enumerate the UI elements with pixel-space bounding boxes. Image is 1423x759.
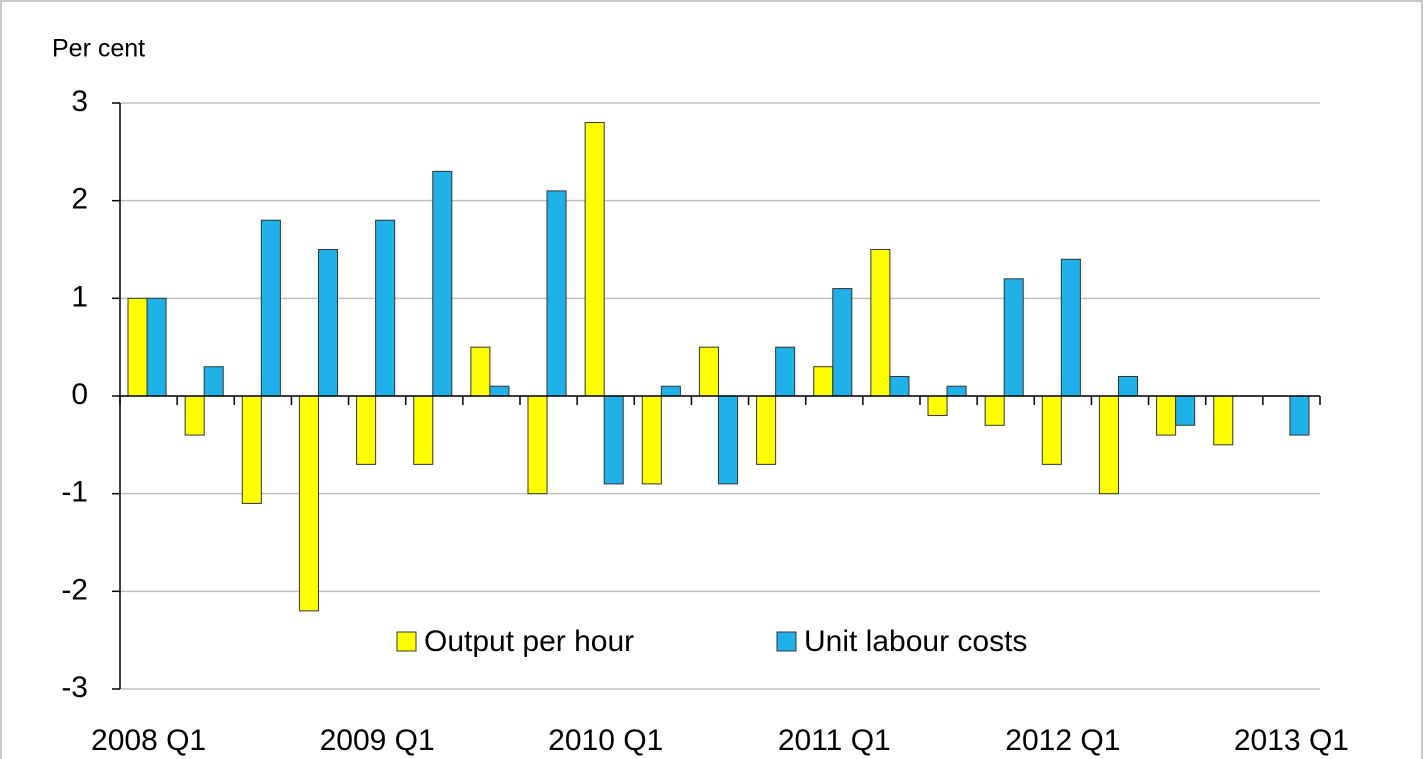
bar [241, 395, 262, 504]
bar [756, 395, 777, 465]
y-tick-label: -3 [61, 671, 88, 704]
legend-label: Unit labour costs [804, 625, 1027, 658]
bar [1213, 395, 1234, 446]
x-tick-label: 2009 Q1 [320, 724, 435, 757]
legend-swatch [776, 631, 797, 652]
bar [1003, 278, 1024, 397]
y-tick-label: -1 [61, 476, 88, 509]
bar [527, 395, 548, 495]
bar [717, 395, 739, 485]
bar [413, 395, 434, 465]
bar [698, 346, 719, 397]
bar [927, 395, 948, 417]
bar [298, 395, 319, 612]
bar [375, 219, 396, 397]
x-tick-label: 2010 Q1 [548, 724, 663, 757]
y-tick-label: 2 [71, 183, 88, 216]
bar [984, 395, 1005, 426]
bar [356, 395, 377, 465]
bar [1289, 395, 1310, 436]
bar [660, 385, 681, 397]
x-tick-label: 2011 Q1 [778, 724, 891, 757]
legend-label: Output per hour [424, 625, 634, 658]
bar [1060, 258, 1081, 397]
legend-swatch [396, 631, 417, 652]
x-tick-label: 2012 Q1 [1005, 724, 1120, 757]
bar [1098, 395, 1119, 495]
y-tick-label: -2 [61, 573, 88, 606]
bar [1156, 395, 1177, 436]
bar [260, 219, 281, 397]
bar [775, 346, 796, 397]
bar [203, 366, 224, 397]
bar [432, 170, 453, 397]
bar [889, 375, 910, 397]
y-tick-label: 0 [71, 378, 88, 411]
bar [1117, 375, 1139, 397]
bar [127, 297, 148, 397]
bar [813, 366, 834, 397]
x-tick-label: 2013 Q1 [1234, 724, 1349, 757]
y-axis-label: Per cent [52, 35, 145, 63]
bar [184, 395, 205, 436]
bar [1041, 395, 1062, 465]
bar [870, 249, 891, 397]
y-tick-label: 1 [71, 280, 88, 313]
bar [546, 190, 567, 397]
bar [603, 395, 624, 485]
bar [470, 346, 491, 397]
bar [641, 395, 662, 485]
bar [146, 297, 167, 397]
bar [832, 288, 853, 397]
bar [317, 249, 339, 397]
bar [1175, 395, 1196, 426]
bar [489, 385, 510, 397]
x-tick-label: 2008 Q1 [91, 724, 206, 757]
bar [946, 385, 967, 397]
bar [584, 122, 605, 397]
y-tick-label: 3 [71, 85, 88, 118]
